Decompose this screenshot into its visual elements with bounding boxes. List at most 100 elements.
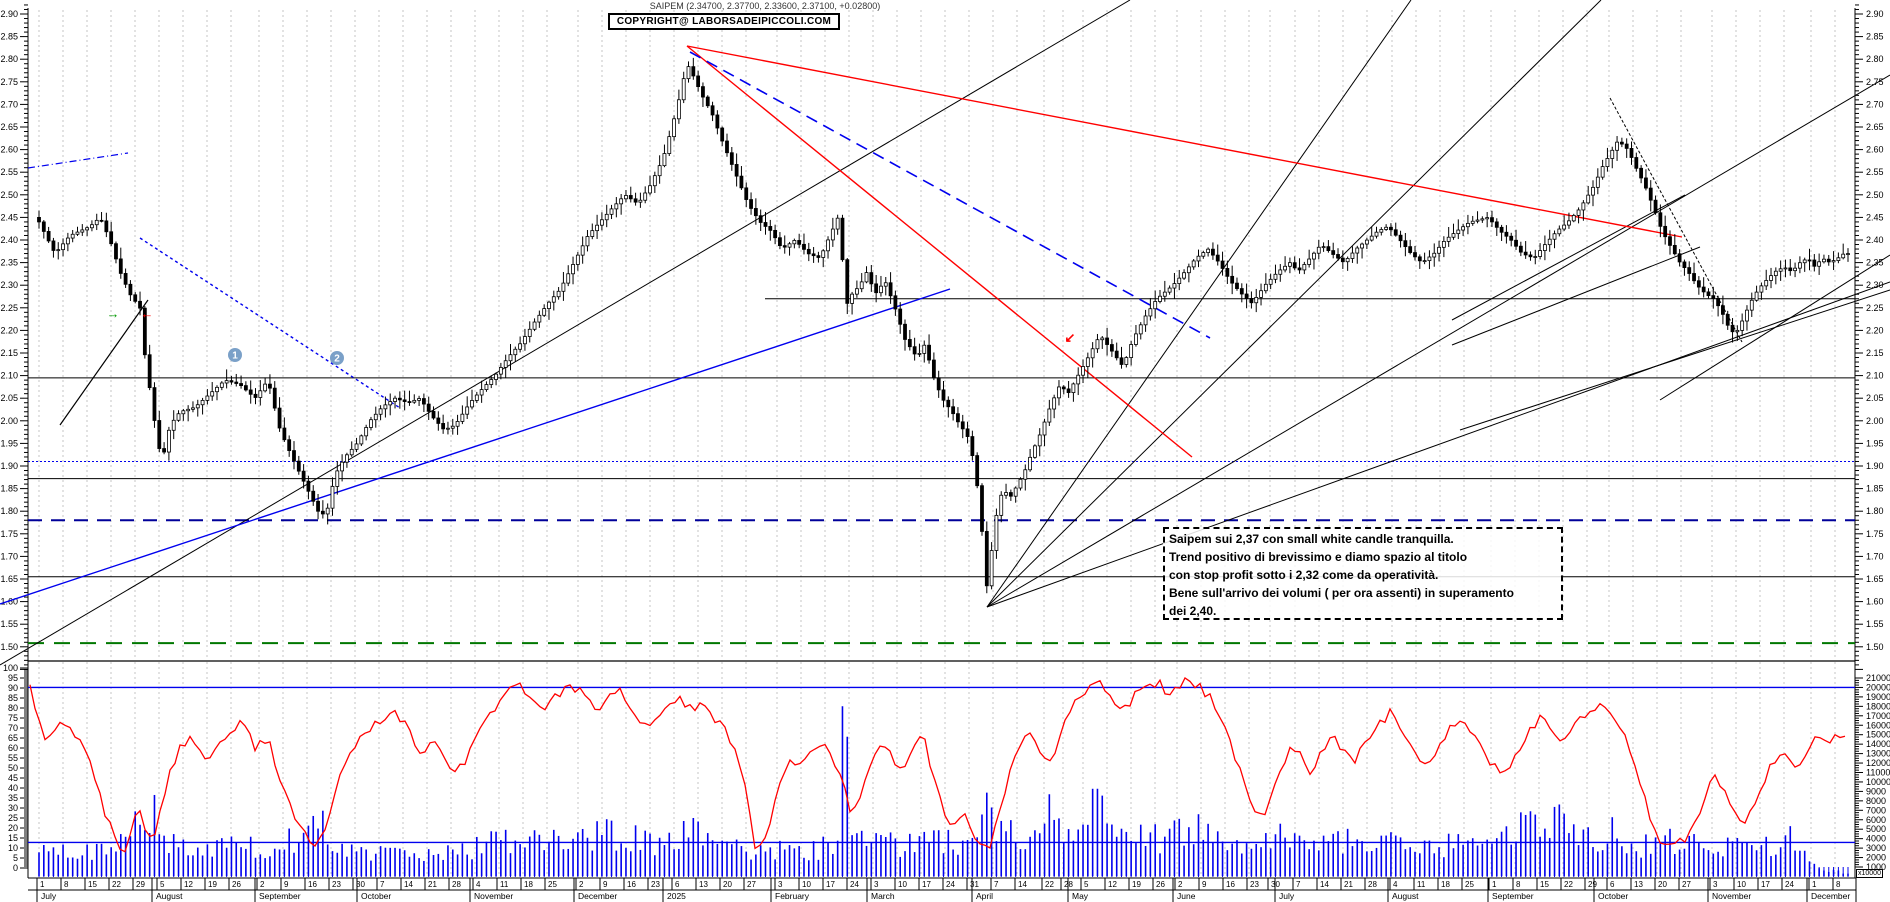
panel-frame (27, 8, 1856, 891)
week-day-label: 27 (1682, 880, 1691, 889)
svg-text:7000: 7000 (1866, 805, 1886, 815)
week-day-label: 17 (1761, 880, 1770, 889)
svg-text:1.70: 1.70 (1866, 551, 1884, 561)
week-day-label: 22 (1564, 880, 1573, 889)
svg-text:4000: 4000 (1866, 834, 1886, 844)
circled-number-marker (330, 351, 344, 365)
arrow-right-marker: → (107, 306, 120, 321)
week-day-label: 28 (1368, 880, 1377, 889)
week-day-label: 12 (184, 880, 193, 889)
week-day-label: 18 (1441, 880, 1450, 889)
svg-text:9000: 9000 (1866, 786, 1886, 796)
month-label: November (1712, 891, 1751, 901)
svg-text:2.35: 2.35 (1866, 258, 1884, 268)
svg-text:2.20: 2.20 (1866, 325, 1884, 335)
month-label: September (259, 891, 301, 901)
svg-text:1.95: 1.95 (0, 438, 18, 448)
analyst-annotation-box: Saipem sui 2,37 con small white candle t… (1163, 527, 1563, 620)
trend-lines (0, 0, 1890, 666)
week-day-label: 11 (500, 880, 509, 889)
week-day-label: 8 (1836, 880, 1841, 889)
week-day-label: 16 (308, 880, 317, 889)
week-day-label: 9 (603, 880, 608, 889)
svg-text:14000: 14000 (1866, 739, 1890, 749)
month-label: November (474, 891, 513, 901)
month-label: September (1492, 891, 1534, 901)
week-day-label: 28 (452, 880, 461, 889)
week-day-label: 22 (1045, 880, 1054, 889)
week-day-label: 5 (160, 880, 165, 889)
week-day-label: 30 (356, 880, 365, 889)
week-day-label: 4 (476, 880, 481, 889)
month-label: February (775, 891, 810, 901)
svg-text:1.60: 1.60 (1866, 597, 1884, 607)
week-day-label: 28 (1064, 880, 1073, 889)
svg-text:6000: 6000 (1866, 815, 1886, 825)
svg-text:2.70: 2.70 (1866, 99, 1884, 109)
week-day-label: 10 (898, 880, 907, 889)
month-label: December (578, 891, 617, 901)
week-day-label: 17 (922, 880, 931, 889)
svg-text:2.15: 2.15 (0, 348, 18, 358)
svg-text:2.80: 2.80 (0, 54, 18, 64)
svg-text:55: 55 (8, 753, 18, 763)
svg-text:1.85: 1.85 (1866, 484, 1884, 494)
month-label: June (1177, 891, 1196, 901)
week-day-label: 26 (232, 880, 241, 889)
svg-text:2.15: 2.15 (1866, 348, 1884, 358)
week-day-label: 19 (208, 880, 217, 889)
svg-text:2.90: 2.90 (1866, 9, 1884, 19)
svg-text:2000: 2000 (1866, 853, 1886, 863)
svg-text:100: 100 (3, 663, 18, 673)
annotation-line: Bene sull'arrivo dei volumi ( per ora as… (1169, 586, 1514, 600)
svg-text:70: 70 (8, 723, 18, 733)
svg-text:20: 20 (8, 823, 18, 833)
week-day-label: 16 (1226, 880, 1235, 889)
week-day-label: 31 (970, 880, 979, 889)
svg-text:2.75: 2.75 (1866, 77, 1884, 87)
week-day-label: 20 (723, 880, 732, 889)
svg-text:17000: 17000 (1866, 711, 1890, 721)
week-day-label: 16 (627, 880, 636, 889)
svg-text:2.65: 2.65 (1866, 122, 1884, 132)
svg-text:2.10: 2.10 (0, 371, 18, 381)
arrow-down-left-marker: ↙ (1065, 330, 1076, 345)
week-day-label: 8 (1516, 880, 1521, 889)
svg-text:2.70: 2.70 (0, 99, 18, 109)
week-day-label: 29 (1588, 880, 1597, 889)
svg-text:2.05: 2.05 (0, 393, 18, 403)
svg-text:95: 95 (8, 673, 18, 683)
svg-text:2.55: 2.55 (0, 167, 18, 177)
week-day-label: 19 (1132, 880, 1141, 889)
week-day-label: 3 (1713, 880, 1718, 889)
month-label: October (1598, 891, 1628, 901)
svg-text:16000: 16000 (1866, 720, 1890, 730)
week-day-label: 18 (524, 880, 533, 889)
week-day-label: 9 (284, 880, 289, 889)
svg-text:1000: 1000 (1866, 862, 1886, 872)
annotation-line: Saipem sui 2,37 con small white candle t… (1169, 532, 1454, 546)
month-label: July (1279, 891, 1295, 901)
arrow-left-marker: ← (141, 306, 154, 321)
week-day-label: 25 (548, 880, 557, 889)
week-day-label: 10 (1737, 880, 1746, 889)
svg-text:10: 10 (8, 843, 18, 853)
week-day-label: 24 (1785, 880, 1794, 889)
volume-axis: 1000200030004000500060007000800090001000… (1855, 673, 1890, 872)
svg-text:1.65: 1.65 (1866, 574, 1884, 584)
svg-text:2.75: 2.75 (0, 77, 18, 87)
week-day-label: 12 (1108, 880, 1117, 889)
week-day-label: 23 (651, 880, 660, 889)
svg-text:2.25: 2.25 (0, 303, 18, 313)
svg-text:2.50: 2.50 (0, 190, 18, 200)
svg-text:2.40: 2.40 (1866, 235, 1884, 245)
week-day-label: 7 (380, 880, 385, 889)
svg-text:20000: 20000 (1866, 682, 1890, 692)
svg-text:13000: 13000 (1866, 749, 1890, 759)
week-day-label: 14 (404, 880, 413, 889)
svg-text:60: 60 (8, 743, 18, 753)
week-day-label: 7 (1296, 880, 1301, 889)
svg-text:2.45: 2.45 (0, 212, 18, 222)
week-day-label: 21 (1344, 880, 1353, 889)
month-label: December (1811, 891, 1850, 901)
